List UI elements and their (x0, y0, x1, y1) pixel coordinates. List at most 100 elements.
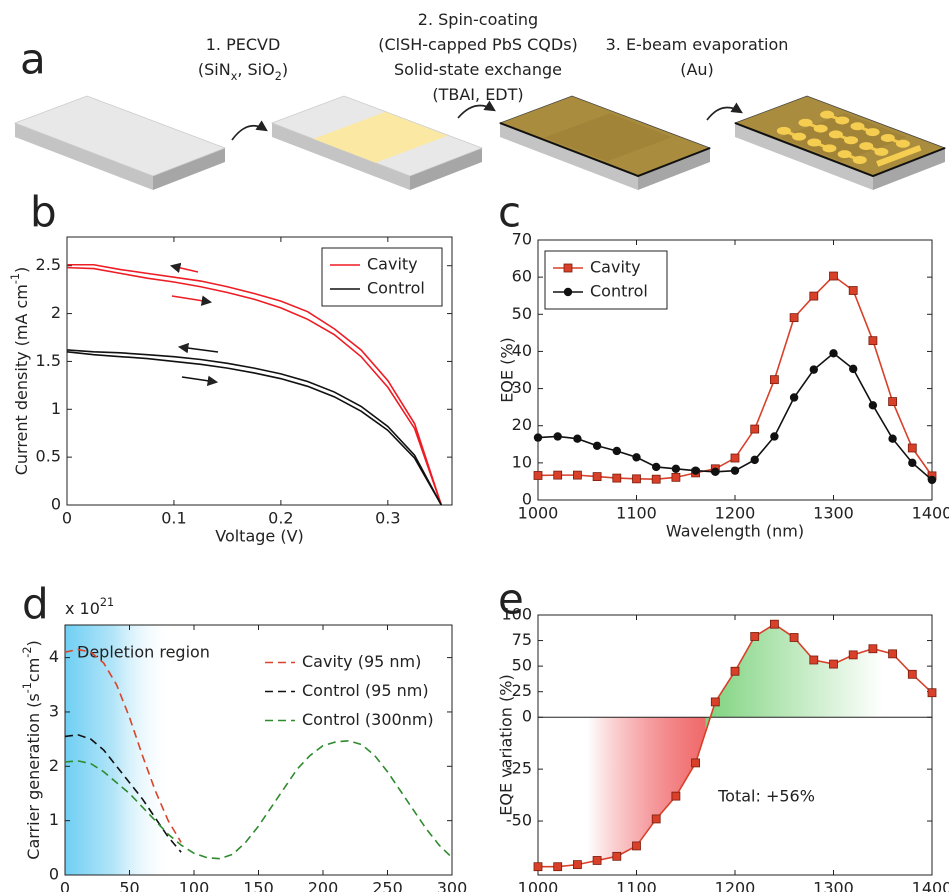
text-segment: x (231, 70, 238, 83)
x-tick-label: 50 (119, 879, 139, 892)
panel-label: e (498, 575, 524, 624)
gold-contact (837, 150, 852, 159)
marker (927, 688, 937, 698)
process-arrows (231, 100, 743, 141)
text-segment: -1 (9, 273, 22, 284)
text-segment: 2. Spin-coating (418, 10, 538, 29)
marker (829, 349, 838, 358)
text-segment: 1. PECVD (206, 35, 281, 54)
marker (730, 453, 740, 463)
marker (533, 433, 543, 442)
marker (789, 393, 799, 402)
text-segment: cm (24, 658, 43, 682)
film-edge (734, 122, 946, 178)
legend-label: Control (590, 282, 648, 301)
gold-contact (852, 156, 867, 164)
gold-contact (792, 132, 807, 141)
marker (573, 860, 582, 870)
y-tick-label: 4 (49, 647, 59, 666)
marker (592, 472, 602, 482)
x-tick-label: 150 (243, 879, 274, 892)
gold-bus (876, 144, 922, 167)
area (538, 624, 932, 867)
marker (908, 458, 917, 468)
marker (829, 271, 838, 281)
marker (671, 472, 681, 482)
marker (849, 364, 858, 374)
text-segment: , SiO (237, 60, 274, 79)
gold-contact (813, 124, 828, 133)
marker (671, 791, 681, 801)
panel-label: c (498, 188, 521, 237)
marker (612, 473, 622, 483)
marker (652, 462, 661, 472)
step-text: (Au) (680, 60, 714, 79)
legend-label: Cavity (95 nm) (302, 652, 421, 671)
series-line (64, 739, 453, 860)
y-tick-label: 0 (522, 490, 532, 509)
gold-contact (865, 128, 880, 137)
text-segment: -2 (21, 647, 34, 658)
marker (573, 470, 582, 480)
y-tick-label: 3 (49, 701, 59, 720)
series-line (66, 266, 443, 506)
marker (868, 644, 878, 654)
marker (888, 649, 897, 659)
step-text: (TBAI, EDT) (432, 85, 523, 104)
y-tick-label: 1 (51, 399, 61, 418)
legend-label: Cavity (367, 255, 418, 274)
y-tick-label: 100 (501, 605, 532, 624)
y-axis-label: EQE (%) (498, 337, 517, 403)
panel-label: a (20, 35, 46, 84)
text-segment: ) (282, 60, 288, 79)
text-segment: ) (12, 267, 31, 273)
marker (907, 443, 917, 453)
y-axis-label: Current density (mA cm-1) (9, 267, 31, 476)
series-line (66, 351, 443, 506)
y-tick-label: 0 (522, 707, 532, 726)
legend-frame (544, 250, 668, 310)
y-tick-label: 2 (49, 756, 59, 775)
y-tick-label: 20 (512, 415, 532, 434)
gold-contact (820, 110, 835, 119)
x-tick-label: 1200 (715, 879, 756, 892)
substrate-side (410, 148, 482, 190)
x-tick-label: 1100 (616, 504, 657, 523)
y-tick-label: 50 (512, 656, 532, 675)
y-tick-label: 50 (512, 304, 532, 323)
marker (592, 856, 602, 865)
marker (651, 814, 661, 824)
y-tick-label: 0 (51, 495, 61, 514)
y-tick-label: 1 (49, 810, 59, 829)
x-tick-label: 1400 (912, 504, 949, 523)
text-segment: (TBAI, EDT) (432, 85, 523, 104)
y-tick-label: 2 (51, 303, 61, 322)
step-text: 1. PECVD (206, 35, 281, 54)
marker (553, 470, 563, 480)
step-text: (ClSH-capped PbS CQDs) (378, 35, 578, 54)
marker (770, 375, 779, 385)
step-text: 3. E-beam evaporation (606, 35, 789, 54)
substrate-side (735, 123, 873, 190)
x-tick-label: 1300 (813, 879, 854, 892)
marker (868, 401, 878, 410)
step-text: (SiNx, SiO2) (198, 60, 288, 83)
x-tick-label: 1400 (912, 879, 949, 892)
substrate-side (873, 148, 945, 190)
gold-contact (828, 130, 843, 139)
film-edge (499, 122, 711, 178)
gold-contact (874, 147, 889, 156)
panel-label: b (30, 188, 57, 237)
gold-contact (776, 126, 791, 135)
y-tick-label: 40 (512, 341, 532, 360)
y-tick-label: -25 (506, 759, 532, 778)
marker (553, 862, 563, 872)
marker (651, 474, 661, 484)
marker (563, 263, 573, 273)
text-segment: Carrier generation (s (24, 693, 43, 859)
y-tick-label: 30 (512, 378, 532, 397)
marker (888, 434, 897, 443)
series-line (66, 349, 443, 506)
scale-note: x 1021 (65, 596, 114, 618)
gold-contact (807, 138, 822, 147)
